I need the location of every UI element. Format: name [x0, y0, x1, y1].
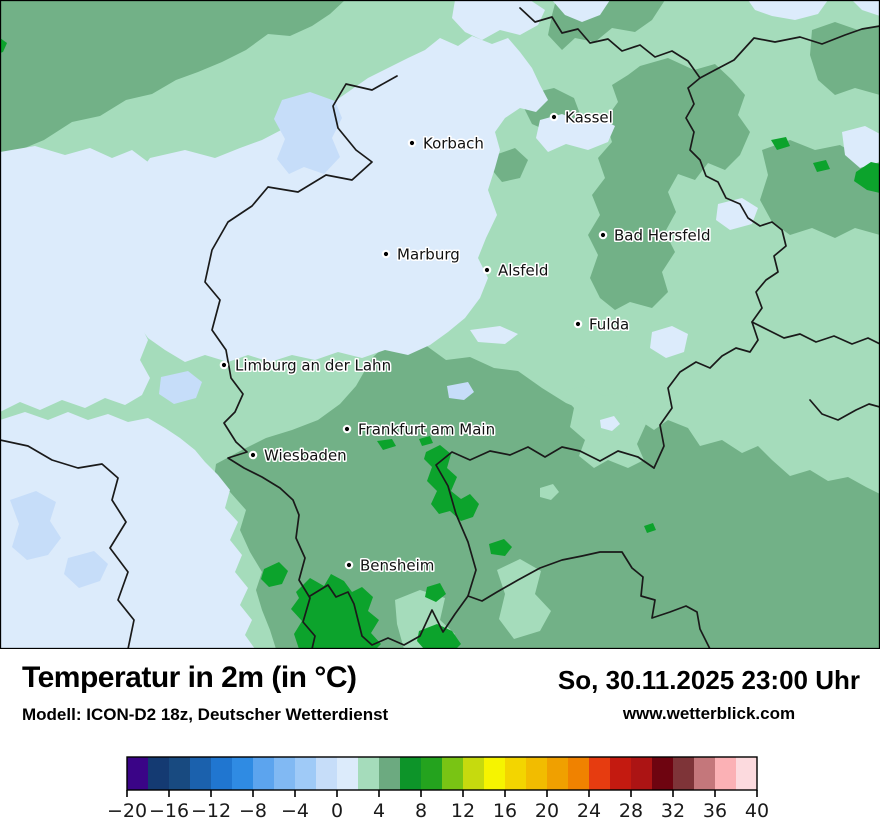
- city-dot: [219, 360, 229, 370]
- city-label: Alsfeld: [498, 262, 548, 280]
- legend-tick-label: 20: [535, 800, 559, 822]
- legend-tick-label: 8: [415, 800, 427, 822]
- city-label: Fulda: [589, 316, 629, 334]
- datetime-label: So, 30.11.2025 23:00 Uhr: [557, 665, 860, 695]
- city-label: Kassel: [565, 109, 613, 127]
- legend-tick-label: 28: [619, 800, 643, 822]
- legend-segment: [211, 757, 233, 790]
- city-markers: Kassel Korbach Marburg Alsfeld Bad Hersfeld F…: [219, 107, 712, 576]
- header: Temperatur in 2m (in °C) Modell: ICON-D2…: [0, 649, 880, 749]
- region-minus2-0-deg: [10, 92, 474, 588]
- legend-segment: [169, 757, 191, 790]
- legend-tick-label: 24: [577, 800, 601, 822]
- temperature-scale-legend: −20 −16 −12 −8 −4 0 4 8 12 16 20 24 28 32 36 40: [107, 756, 769, 822]
- city-marker: Frankfurt am Main: [342, 419, 497, 440]
- legend-segment: [274, 757, 296, 790]
- city-marker: Kassel: [549, 107, 614, 128]
- legend-tick-label: −8: [239, 800, 267, 822]
- legend-segment: [736, 757, 758, 790]
- legend-segment: [631, 757, 653, 790]
- legend-frame: [126, 756, 758, 791]
- legend-segment: [610, 757, 632, 790]
- city-marker: Marburg: [381, 244, 461, 265]
- legend-segment: [442, 757, 464, 790]
- legend-segment: [505, 757, 527, 790]
- city-label: Frankfurt am Main: [358, 421, 495, 439]
- legend-segment: [568, 757, 590, 790]
- legend-segment: [589, 757, 611, 790]
- city-marker: Bad Hersfeld: [598, 225, 712, 246]
- legend-segment: [400, 757, 422, 790]
- model-info: Modell: ICON-D2 18z, Deutscher Wetterdie…: [22, 705, 389, 724]
- city-label: Korbach: [423, 135, 484, 153]
- page-title: Temperatur in 2m (in °C): [22, 661, 357, 694]
- legend-segment: [232, 757, 254, 790]
- city-dot: [248, 450, 258, 460]
- legend-segment: [127, 757, 149, 790]
- legend-segment: [337, 757, 359, 790]
- legend-segment: [190, 757, 212, 790]
- city-marker: Alsfeld: [482, 260, 550, 281]
- city-label: Wiesbaden: [264, 447, 347, 465]
- legend-segment: [148, 757, 170, 790]
- legend-tick-label: −12: [191, 800, 231, 822]
- city-dot: [598, 230, 608, 240]
- city-dot: [482, 265, 492, 275]
- city-label: Bad Hersfeld: [614, 227, 710, 245]
- legend-tick-label: 4: [373, 800, 385, 822]
- legend-segment: [463, 757, 485, 790]
- legend-tick-label: −20: [107, 800, 147, 822]
- legend-tick-label: 16: [493, 800, 517, 822]
- city-marker: Fulda: [573, 314, 631, 335]
- city-dot: [342, 424, 352, 434]
- city-dot: [381, 249, 391, 259]
- legend-segment: [295, 757, 317, 790]
- legend-tick-label: 36: [703, 800, 727, 822]
- city-dot: [344, 560, 354, 570]
- legend-tick-label: −16: [149, 800, 189, 822]
- temperature-map: Kassel Korbach Marburg Alsfeld Bad Hersfeld F…: [0, 0, 880, 649]
- legend-segment: [316, 757, 338, 790]
- city-marker: Limburg an der Lahn: [219, 355, 393, 376]
- legend-segment: [358, 757, 380, 790]
- legend-tick-label: −4: [281, 800, 309, 822]
- legend-segment: [526, 757, 548, 790]
- legend-segment: [694, 757, 716, 790]
- city-marker: Korbach: [407, 133, 485, 154]
- city-label: Limburg an der Lahn: [235, 357, 391, 375]
- legend-segment: [673, 757, 695, 790]
- state-borders: [0, 7, 880, 649]
- city-dot: [573, 319, 583, 329]
- legend-segment: [715, 757, 737, 790]
- city-marker: Wiesbaden: [248, 445, 348, 466]
- legend-segment: [379, 757, 401, 790]
- city-label: Marburg: [397, 246, 460, 264]
- legend-segment: [652, 757, 674, 790]
- legend-tick-label: 0: [331, 800, 343, 822]
- website-label: www.wetterblick.com: [622, 704, 796, 723]
- region-0-2-deg: [0, 0, 880, 649]
- city-label: Bensheim: [360, 557, 434, 575]
- legend-segment: [253, 757, 275, 790]
- legend-segment: [547, 757, 569, 790]
- legend-segment: [484, 757, 506, 790]
- city-marker: Bensheim: [344, 555, 436, 576]
- legend-segment: [421, 757, 443, 790]
- city-dot: [407, 138, 417, 148]
- legend-tick-label: 40: [745, 800, 769, 822]
- header-right-column: So, 30.11.2025 23:00 Uhr www.wetterblick…: [558, 665, 860, 724]
- city-dot: [549, 112, 559, 122]
- legend-tick-label: 12: [451, 800, 475, 822]
- legend-tick-label: 32: [661, 800, 685, 822]
